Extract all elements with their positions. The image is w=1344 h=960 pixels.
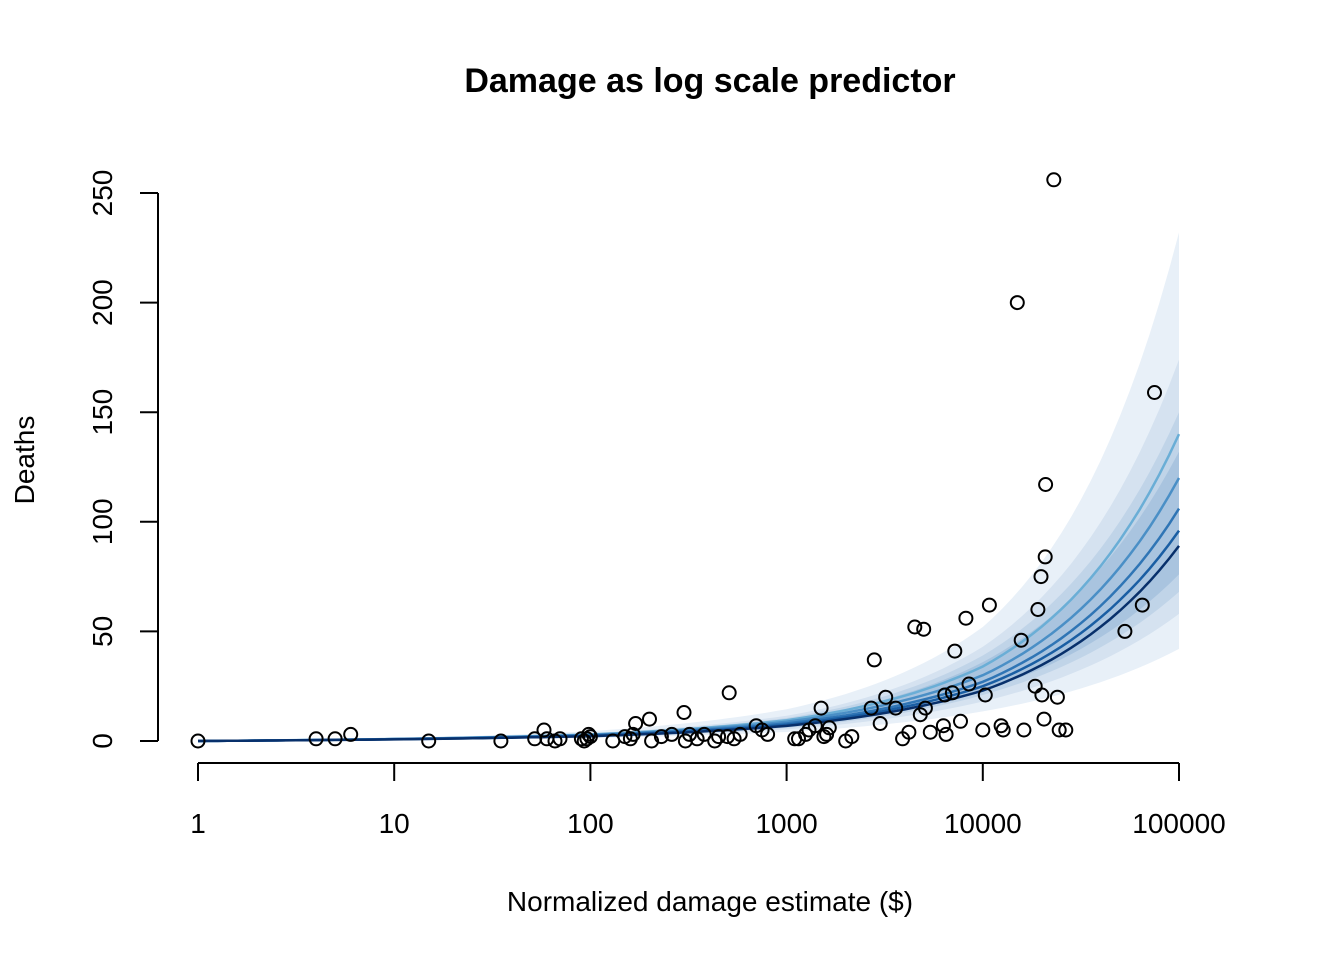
data-point (958, 610, 974, 626)
data-point (922, 724, 938, 740)
x-tick-label: 100 (567, 808, 614, 839)
data-point (947, 643, 963, 659)
data-point (721, 685, 737, 701)
data-point (664, 726, 680, 742)
data-point (1147, 385, 1162, 400)
data-point (866, 652, 882, 668)
y-tick-label: 150 (87, 389, 118, 436)
data-point (1058, 722, 1074, 738)
data-point (863, 700, 879, 716)
data-point (653, 729, 669, 745)
y-tick-label: 100 (87, 498, 118, 545)
data-point (1009, 295, 1025, 311)
data-point (953, 713, 968, 729)
x-tick-label: 100000 (1132, 808, 1225, 839)
data-point (493, 733, 509, 749)
data-point (696, 726, 712, 742)
data-point (935, 718, 951, 734)
data-point (938, 726, 954, 742)
data-point (1033, 569, 1049, 585)
data-point (975, 722, 991, 738)
data-point (707, 733, 723, 749)
data-point (644, 733, 660, 749)
y-tick-label: 250 (87, 170, 118, 217)
data-point (732, 726, 748, 742)
data-point (1051, 722, 1067, 738)
x-tick-label: 10 (379, 808, 410, 839)
data-point (421, 733, 437, 749)
y-tick-label: 50 (87, 616, 118, 647)
y-axis-label: Deaths (9, 416, 40, 505)
y-axis: 0 50 100 150 200 250 (87, 170, 159, 749)
data-point (981, 597, 997, 613)
data-point (1036, 711, 1052, 727)
data-point (1016, 722, 1032, 738)
prediction-lines (197, 433, 1181, 743)
data-point (1117, 623, 1133, 639)
data-point (625, 726, 641, 742)
data-point (582, 729, 598, 745)
data-point (711, 729, 727, 745)
data-point (1046, 172, 1062, 188)
data-point (888, 700, 904, 716)
x-axis-label: Normalized damage estimate ($) (507, 886, 913, 917)
data-point (1030, 602, 1046, 617)
data-point (552, 731, 568, 747)
data-point (536, 722, 552, 738)
x-tick-label: 1000 (755, 808, 817, 839)
data-point (1013, 632, 1029, 648)
data-point (1034, 687, 1050, 703)
x-tick-label: 10000 (944, 808, 1022, 839)
data-point (682, 726, 697, 742)
data-point (872, 716, 888, 731)
data-point (916, 621, 932, 637)
data-point (1038, 477, 1054, 492)
data-point (1049, 689, 1065, 705)
data-point (944, 685, 960, 701)
confidence-band (198, 359, 1179, 741)
data-point (961, 676, 977, 692)
data-point (977, 687, 993, 703)
data-point (760, 726, 776, 742)
data-point (995, 722, 1011, 738)
data-point (878, 689, 894, 705)
data-point (327, 731, 343, 747)
data-point (642, 711, 657, 727)
data-point (343, 726, 359, 742)
data-point (844, 729, 860, 745)
data-point (628, 716, 644, 731)
chart-title: Damage as log scale predictor (464, 62, 955, 100)
data-point (901, 724, 917, 740)
data-point (937, 687, 953, 703)
x-tick-label: 1 (190, 808, 206, 839)
data-point (573, 731, 589, 747)
data-point (798, 726, 814, 742)
data-points (190, 172, 1162, 749)
data-point (819, 726, 835, 742)
data-point (190, 733, 206, 749)
data-point (807, 718, 823, 734)
x-axis: 1 10 100 1000 10000 100000 (190, 762, 1226, 839)
y-tick-label: 200 (87, 279, 118, 326)
data-point (581, 726, 597, 742)
y-tick-label: 0 (87, 733, 118, 749)
data-point (813, 700, 829, 716)
prediction-line (197, 545, 1180, 743)
data-point (1037, 549, 1053, 565)
data-point (308, 731, 324, 747)
data-point (907, 619, 923, 635)
data-point (917, 700, 933, 716)
data-point (821, 720, 837, 736)
data-point (676, 705, 692, 720)
data-point (1134, 597, 1150, 613)
